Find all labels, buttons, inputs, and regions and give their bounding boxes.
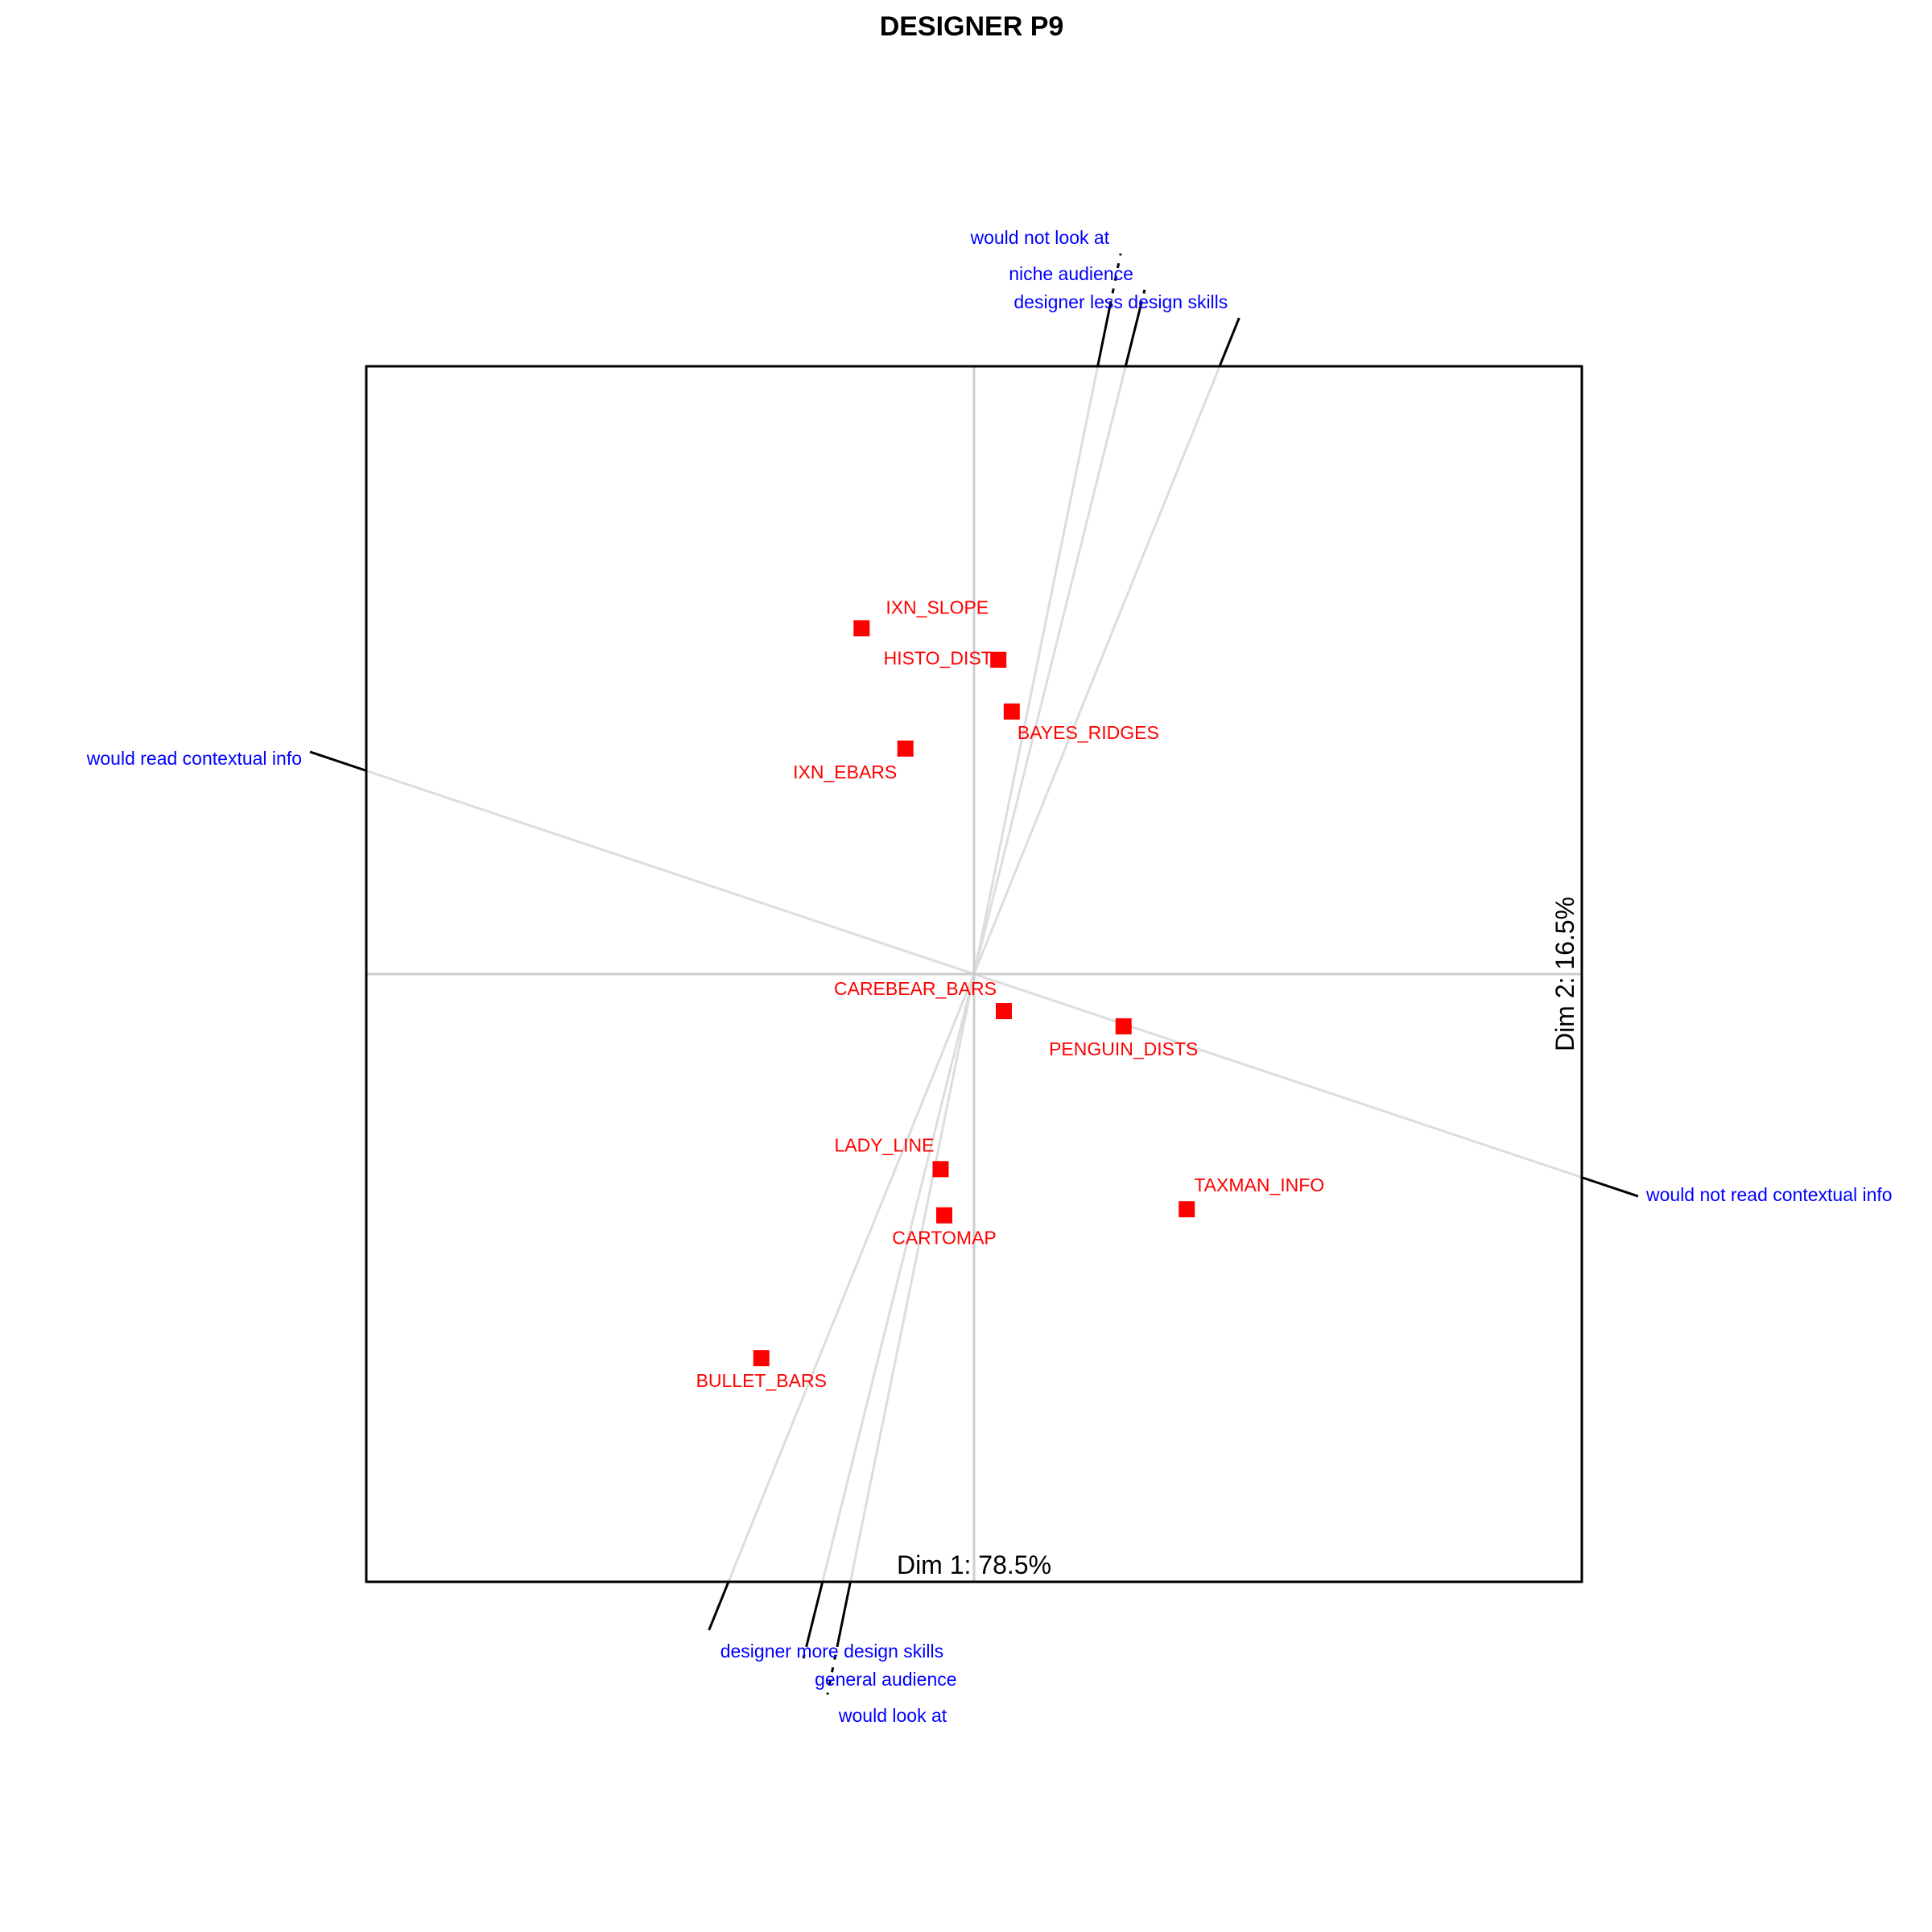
- construct-tick-1-left: [1124, 305, 1142, 367]
- construct-tick-1-right: [806, 1581, 824, 1643]
- y-axis-label: Dim 2: 16.5%: [1550, 897, 1579, 1051]
- construct-tick-dotted-1-left: [1139, 289, 1146, 307]
- point-label-lady-line: LADY_LINE: [834, 1134, 934, 1155]
- construct-label-3-left: would read contextual info: [86, 748, 302, 769]
- construct-lines: [365, 365, 1583, 1583]
- construct-labels: designer more design skills designer less…: [86, 227, 1893, 1726]
- construct-label-0-left: designer less design skills: [1013, 291, 1228, 312]
- construct-tick-0-right: [708, 1581, 730, 1631]
- point-labels: IXN_SLOPE HISTO_DIST BAYES_RIDGES IXN_EBARS…: [696, 597, 1325, 1391]
- point-label-histo-dist: HISTO_DIST: [884, 648, 993, 669]
- construct-label-1-right: general audience: [815, 1669, 956, 1690]
- construct-line-2-left: [972, 365, 1100, 975]
- construct-line-3-right: [973, 972, 1583, 1179]
- construct-ticks: [309, 253, 1639, 1695]
- construct-line-2-right: [848, 973, 976, 1583]
- point-label-ixn-slope: IXN_SLOPE: [886, 597, 989, 617]
- chart-title: DESIGNER P9: [880, 11, 1064, 42]
- point-marker-carebear-bars: [995, 1003, 1012, 1020]
- construct-label-2-left: would not look at: [969, 227, 1109, 248]
- point-label-bayes-ridges: BAYES_RIDGES: [1018, 722, 1159, 743]
- point-marker-bayes-ridges: [1003, 703, 1020, 720]
- points-layer: [753, 620, 1195, 1367]
- point-marker-histo-dist: [990, 651, 1007, 668]
- construct-tick-2-left: [1096, 305, 1112, 367]
- point-marker-penguin-dists: [1115, 1018, 1132, 1034]
- point-marker-ixn-ebars: [897, 740, 914, 757]
- construct-line-1-left: [972, 365, 1127, 975]
- construct-tick-2-right: [836, 1581, 852, 1643]
- point-marker-lady-line: [932, 1161, 949, 1178]
- construct-tick-dotted-1-right: [802, 1641, 809, 1659]
- construct-label-0-right: designer more design skills: [720, 1641, 943, 1662]
- construct-line-0-right: [727, 973, 976, 1583]
- construct-tick-0-left: [1218, 317, 1241, 367]
- construct-line-3-left: [365, 769, 975, 976]
- point-label-taxman-info: TAXMAN_INFO: [1194, 1174, 1324, 1195]
- construct-label-1-left: niche audience: [1009, 263, 1133, 284]
- construct-label-2-right: would look at: [838, 1705, 947, 1726]
- point-marker-ixn-slope: [853, 620, 870, 637]
- construct-tick-dotted-2-right: [826, 1641, 840, 1695]
- x-axis-label: Dim 1: 78.5%: [897, 1550, 1051, 1579]
- plot-frame: [365, 365, 1583, 1583]
- point-marker-cartomap: [936, 1207, 953, 1224]
- point-marker-taxman-info: [1179, 1201, 1195, 1218]
- point-marker-bullet-bars: [753, 1350, 770, 1367]
- point-label-carebear-bars: CAREBEAR_BARS: [834, 978, 997, 999]
- point-label-bullet-bars: BULLET_BARS: [696, 1370, 827, 1391]
- point-label-penguin-dists: PENGUIN_DISTS: [1049, 1038, 1198, 1059]
- construct-tick-dotted-2-left: [1108, 253, 1122, 307]
- construct-label-3-right: would not read contextual info: [1645, 1184, 1893, 1205]
- construct-tick-3-left: [309, 750, 367, 772]
- construct-tick-3-right: [1581, 1176, 1639, 1198]
- point-label-cartomap: CARTOMAP: [892, 1228, 997, 1249]
- construct-line-1-right: [821, 973, 976, 1583]
- construct-line-0-left: [972, 365, 1221, 975]
- point-label-ixn-ebars: IXN_EBARS: [793, 762, 897, 782]
